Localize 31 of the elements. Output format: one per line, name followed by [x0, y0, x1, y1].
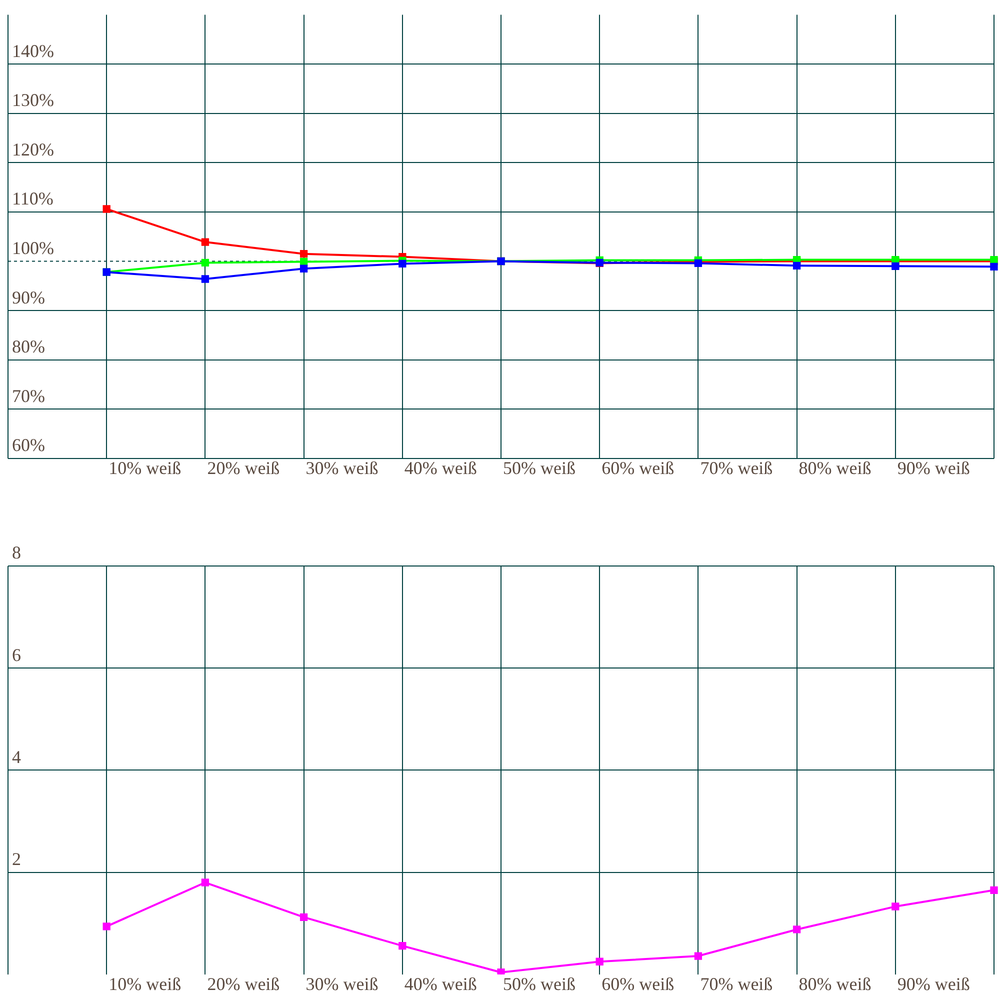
x-tick-label: 40% weiß [404, 974, 477, 994]
x-tick-label: 20% weiß [207, 974, 280, 994]
x-tick-label: 60% weiß [602, 458, 674, 478]
y-tick-label: 8 [12, 542, 21, 563]
y-tick-label: 80% [12, 336, 45, 357]
x-tick-label: 80% weiß [798, 458, 872, 478]
y-tick-label: 6 [12, 644, 21, 665]
y-tick-label: 90% [12, 287, 45, 308]
y-tick-label: 4 [12, 746, 21, 767]
x-tick-label: 60% weiß [602, 974, 674, 994]
x-tick-label: 50% weiß [503, 458, 576, 478]
x-tick-label: 10% weiß [108, 458, 182, 478]
y-tick-label: 110% [12, 188, 54, 209]
x-tick-label: 90% weiß [897, 458, 970, 478]
y-tick-label: 140% [12, 40, 54, 61]
y-tick-label: 130% [12, 90, 54, 110]
x-tick-label: 20% weiß [207, 458, 280, 478]
x-tick-label: 10% weiß [108, 974, 182, 994]
y-tick-label: 60% [12, 435, 45, 456]
x-tick-label: 80% weiß [798, 974, 872, 994]
x-tick-label: 30% weiß [306, 458, 378, 478]
y-tick-label: 2 [12, 849, 21, 870]
x-tick-label: 30% weiß [306, 974, 378, 994]
y-tick-label: 120% [12, 139, 54, 160]
x-tick-label: 90% weiß [897, 974, 970, 994]
y-tick-label: 100% [12, 238, 54, 258]
x-tick-label: 70% weiß [700, 974, 773, 994]
x-tick-label: 40% weiß [404, 458, 477, 478]
x-tick-label: 70% weiß [700, 458, 773, 478]
y-tick-label: 70% [12, 386, 45, 406]
x-tick-label: 50% weiß [503, 974, 576, 994]
